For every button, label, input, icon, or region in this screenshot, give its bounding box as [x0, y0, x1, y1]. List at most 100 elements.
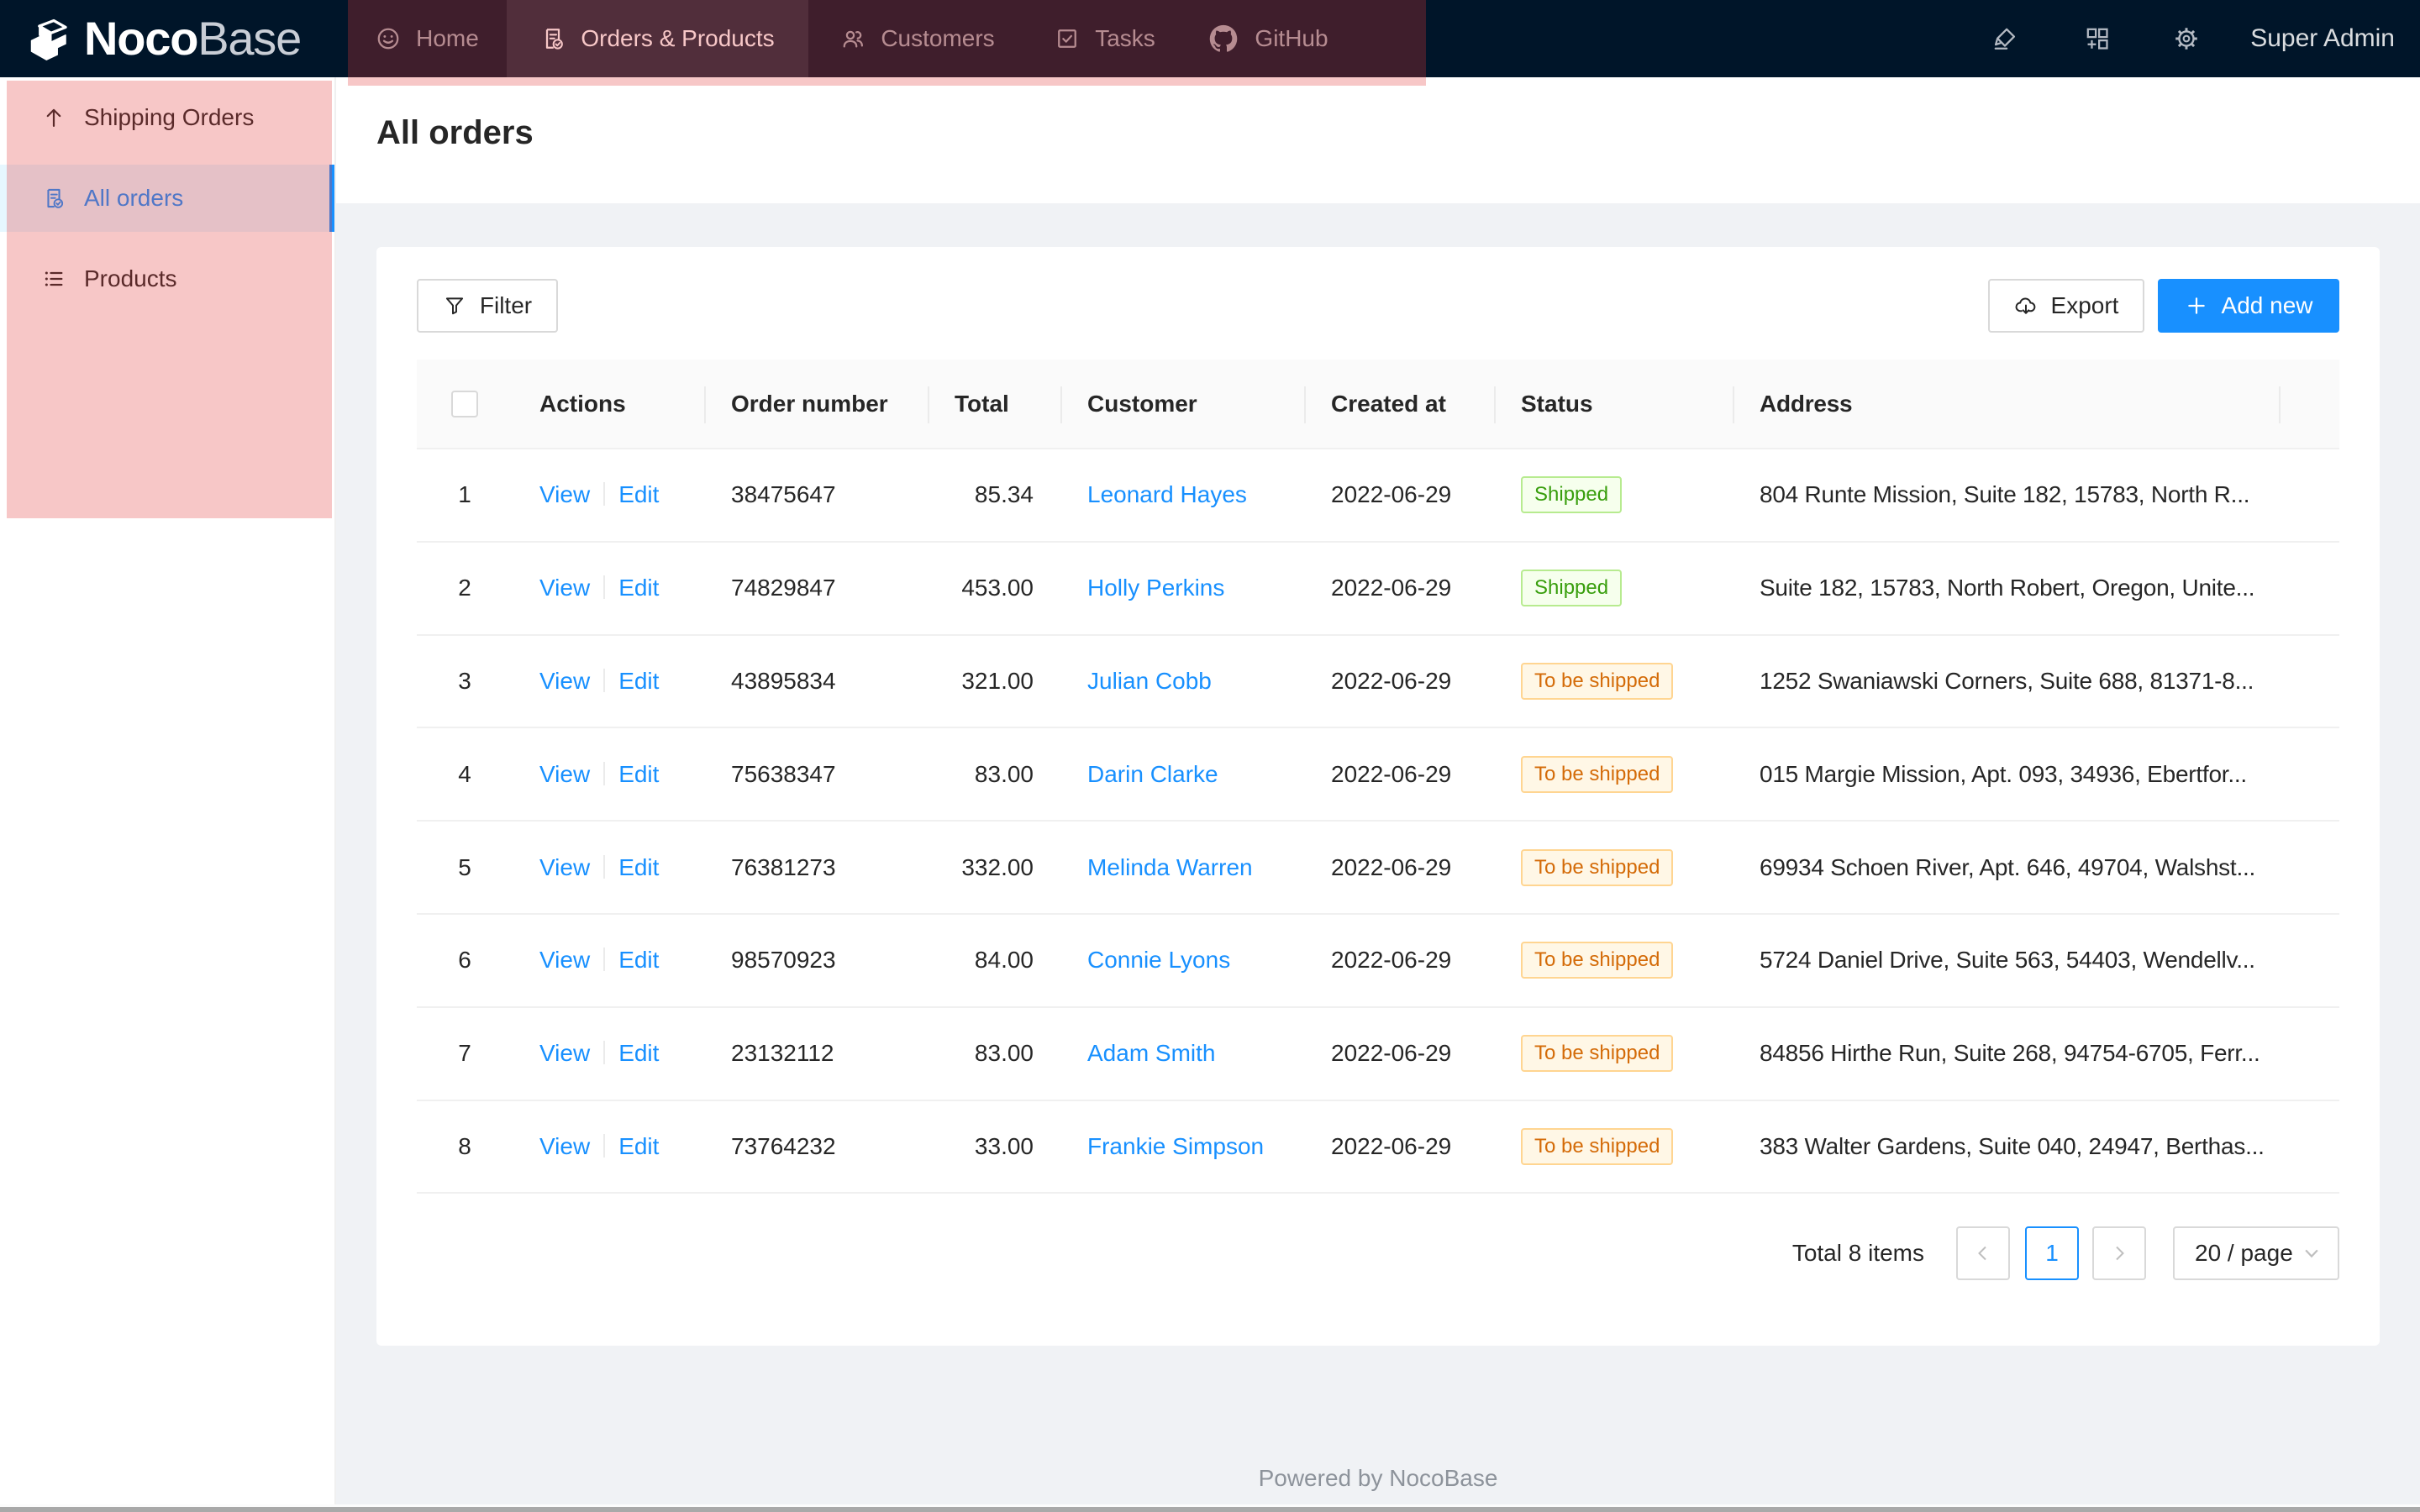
status-badge: To be shipped [1521, 662, 1674, 700]
row-order-number: 76381273 [731, 853, 836, 880]
row-created-at: 2022-06-29 [1331, 667, 1452, 694]
row-index: 3 [458, 667, 471, 694]
nav-item-orders-products[interactable]: Orders & Products [507, 0, 808, 77]
row-total: 453.00 [961, 575, 1034, 601]
action-divider [603, 1041, 606, 1065]
row-index: 1 [458, 481, 471, 508]
view-link[interactable]: View [539, 575, 591, 601]
pagination-total: Total 8 items [1791, 1240, 1924, 1266]
table-row: 1 View Edit 38475647 85.34 Leonard Hayes 2022-… [417, 449, 2339, 543]
customer-link[interactable]: Frankie Simpson [1087, 1132, 1265, 1159]
plus-icon [2187, 297, 2205, 314]
nav-item-tasks[interactable]: Tasks [1027, 0, 1183, 77]
view-link[interactable]: View [539, 947, 591, 974]
customer-link[interactable]: Leonard Hayes [1087, 481, 1247, 508]
cloud-download-icon [2015, 297, 2035, 314]
sidebar-menu: Shipping Orders All orders Products [0, 77, 334, 312]
sidebar-item-label: Products [84, 265, 177, 291]
nav-item-customers[interactable]: Customers [808, 0, 1027, 77]
nav-item-github[interactable]: GitHub [1183, 0, 1353, 77]
row-order-number: 73764232 [731, 1132, 836, 1159]
row-address: 1252 Swaniawski Corners, Suite 688, 8137… [1760, 667, 2254, 694]
nav-item-label: Customers [881, 25, 995, 51]
action-divider [603, 575, 606, 600]
table-row: 2 View Edit 74829847 453.00 Holly Perkins 2022… [417, 542, 2339, 636]
row-actions: View Edit [513, 947, 704, 974]
row-actions: View Edit [513, 481, 704, 508]
nav-item-label: GitHub [1255, 25, 1328, 51]
gear-icon[interactable] [2173, 25, 2200, 52]
table-row: 4 View Edit 75638347 83.00 Darin Clarke 2022-0… [417, 728, 2339, 822]
filter-button[interactable]: Filter [417, 279, 558, 333]
row-total: 85.34 [974, 481, 1034, 508]
row-status: To be shipped [1494, 755, 1733, 793]
chevron-left-icon [1978, 1246, 1986, 1261]
customer-link[interactable]: Darin Clarke [1087, 760, 1218, 787]
pagination-next-button[interactable] [2092, 1226, 2146, 1280]
edit-link[interactable]: Edit [618, 1040, 660, 1067]
highlighter-icon[interactable] [1991, 25, 2018, 52]
customer-link[interactable]: Connie Lyons [1087, 947, 1231, 974]
arrow-up-icon [46, 108, 61, 128]
row-created-at: 2022-06-29 [1331, 853, 1452, 880]
row-created-at: 2022-06-29 [1331, 760, 1452, 787]
status-badge: Shipped [1521, 570, 1623, 607]
action-divider [603, 761, 606, 785]
nocobase-logo[interactable]: Noco Base [25, 0, 302, 77]
row-customer: Frankie Simpson [1060, 1133, 1304, 1160]
row-order-number: 43895834 [731, 667, 836, 694]
customer-link[interactable]: Adam Smith [1087, 1040, 1216, 1067]
row-created-at: 2022-06-29 [1331, 481, 1452, 508]
sidebar-item-all-orders[interactable]: All orders [0, 165, 334, 232]
row-address: 383 Walter Gardens, Suite 040, 24947, Be… [1760, 1132, 2265, 1159]
row-index: 7 [458, 1040, 471, 1067]
edit-link[interactable]: Edit [618, 760, 660, 787]
column-header-total: Total [955, 390, 1009, 417]
edit-link[interactable]: Edit [618, 481, 660, 508]
nocobase-logo-icon [30, 18, 67, 60]
pagination-page-1[interactable]: 1 [2025, 1226, 2079, 1280]
row-total: 83.00 [974, 1040, 1034, 1067]
sidebar-item-shipping-orders[interactable]: Shipping Orders [0, 84, 334, 151]
view-link[interactable]: View [539, 1040, 591, 1067]
row-customer: Leonard Hayes [1060, 481, 1304, 508]
status-badge: To be shipped [1521, 1127, 1674, 1165]
customer-link[interactable]: Melinda Warren [1087, 853, 1253, 880]
blocks-add-icon[interactable] [2084, 25, 2111, 52]
pagination-prev-button[interactable] [1956, 1226, 2010, 1280]
page-size-select[interactable]: 20 / page [2173, 1226, 2339, 1280]
edit-link[interactable]: Edit [618, 1132, 660, 1159]
chevron-down-icon [2305, 1249, 2318, 1257]
view-link[interactable]: View [539, 853, 591, 880]
row-address: 5724 Daniel Drive, Suite 563, 54403, Wen… [1760, 947, 2255, 974]
user-menu[interactable]: Super Admin [2250, 24, 2395, 52]
view-link[interactable]: View [539, 760, 591, 787]
view-link[interactable]: View [539, 1132, 591, 1159]
row-status: To be shipped [1494, 942, 1733, 979]
row-order-number: 74829847 [731, 575, 836, 601]
horizontal-scrollbar[interactable] [0, 1504, 2420, 1512]
add-new-button[interactable]: Add new [2158, 279, 2339, 333]
action-divider [603, 948, 606, 972]
row-address: 84856 Hirthe Run, Suite 268, 94754-6705,… [1760, 1040, 2260, 1067]
customer-link[interactable]: Holly Perkins [1087, 575, 1225, 601]
powered-by-footer: Powered by NocoBase [1258, 1465, 1498, 1491]
customer-link[interactable]: Julian Cobb [1087, 667, 1212, 694]
row-actions: View Edit [513, 1040, 704, 1067]
row-index: 6 [458, 947, 471, 974]
edit-link[interactable]: Edit [618, 575, 660, 601]
action-divider [603, 482, 606, 507]
nav-item-home[interactable]: Home [348, 0, 507, 77]
export-button[interactable]: Export [1988, 279, 2144, 333]
edit-link[interactable]: Edit [618, 667, 660, 694]
row-status: To be shipped [1494, 1035, 1733, 1073]
view-link[interactable]: View [539, 481, 591, 508]
view-link[interactable]: View [539, 667, 591, 694]
column-header-created-at: Created at [1331, 390, 1446, 417]
status-badge: To be shipped [1521, 942, 1674, 979]
select-all-checkbox[interactable] [451, 391, 478, 418]
edit-link[interactable]: Edit [618, 853, 660, 880]
edit-link[interactable]: Edit [618, 947, 660, 974]
sidebar-item-products[interactable]: Products [0, 245, 334, 312]
